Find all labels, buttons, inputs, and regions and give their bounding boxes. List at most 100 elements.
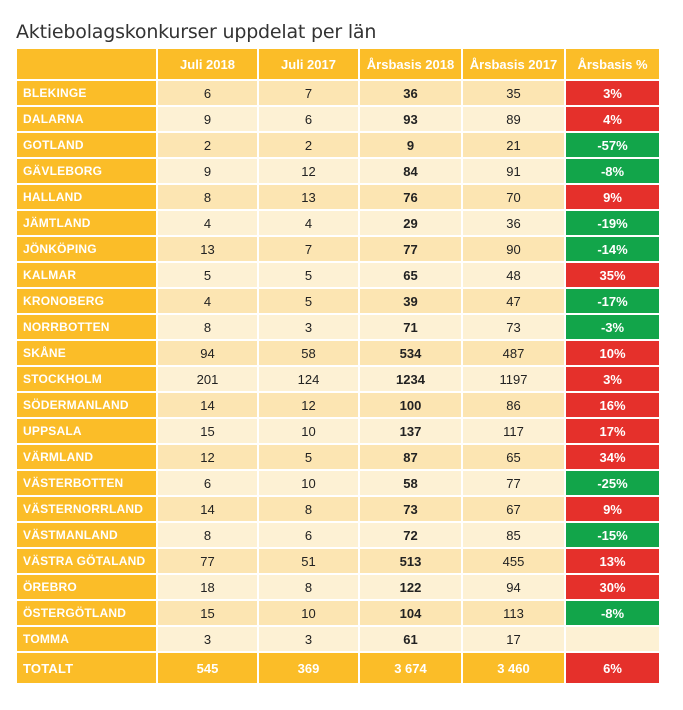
cell-region-name: VÄSTMANLAND — [15, 521, 158, 549]
cell-arsbasis-2017: 67 — [461, 495, 566, 523]
cell-arsbasis-2017: 1197 — [461, 365, 566, 393]
cell-arsbasis-2017: 36 — [461, 209, 566, 237]
table-row: JÖNKÖPING 13 7 77 90 -14% — [15, 235, 661, 263]
cell-arsbasis-2018: 87 — [358, 443, 463, 471]
cell-region-name: GOTLAND — [15, 131, 158, 159]
cell-region-name: DALARNA — [15, 105, 158, 133]
table-row: GOTLAND 2 2 9 21 -57% — [15, 131, 661, 159]
cell-arsbasis-2018: 1234 — [358, 365, 463, 393]
cell-juli-2018: 5 — [156, 261, 259, 289]
cell-juli-2017: 4 — [257, 209, 360, 237]
cell-arsbasis-2017: 117 — [461, 417, 566, 445]
header-cell-juli-2017: Juli 2017 — [257, 47, 360, 81]
cell-arsbasis-2017: 70 — [461, 183, 566, 211]
cell-arsbasis-pct: 16% — [564, 391, 661, 419]
cell-arsbasis-pct: 9% — [564, 183, 661, 211]
table-row: STOCKHOLM 201 124 1234 1197 3% — [15, 365, 661, 393]
cell-arsbasis-2017: 47 — [461, 287, 566, 315]
cell-arsbasis-2018: 73 — [358, 495, 463, 523]
cell-juli-2018: 14 — [156, 391, 259, 419]
cell-juli-2017: 10 — [257, 599, 360, 627]
cell-arsbasis-pct: -17% — [564, 287, 661, 315]
cell-juli-2018: 3 — [156, 625, 259, 653]
cell-arsbasis-pct: -8% — [564, 599, 661, 627]
cell-juli-2017: 8 — [257, 573, 360, 601]
cell-juli-2017: 7 — [257, 235, 360, 263]
table-row: VÄRMLAND 12 5 87 65 34% — [15, 443, 661, 471]
cell-arsbasis-2018: 137 — [358, 417, 463, 445]
cell-region-name: VÄSTERBOTTEN — [15, 469, 158, 497]
cell-region-name: ÖSTERGÖTLAND — [15, 599, 158, 627]
cell-region-name: NORRBOTTEN — [15, 313, 158, 341]
table-row: NORRBOTTEN 8 3 71 73 -3% — [15, 313, 661, 341]
cell-arsbasis-2018: 84 — [358, 157, 463, 185]
cell-juli-2017: 6 — [257, 521, 360, 549]
table-row: KRONOBERG 4 5 39 47 -17% — [15, 287, 661, 315]
cell-juli-2018: 13 — [156, 235, 259, 263]
table-row: DALARNA 9 6 93 89 4% — [15, 105, 661, 133]
cell-arsbasis-2018: 122 — [358, 573, 463, 601]
cell-region-name: JÖNKÖPING — [15, 235, 158, 263]
table-row: ÖSTERGÖTLAND 15 10 104 113 -8% — [15, 599, 661, 627]
cell-juli-2017: 5 — [257, 261, 360, 289]
cell-juli-2018: 8 — [156, 313, 259, 341]
cell-juli-2018: 15 — [156, 599, 259, 627]
cell-juli-2017: 5 — [257, 287, 360, 315]
cell-arsbasis-2017: 113 — [461, 599, 566, 627]
cell-juli-2018: 14 — [156, 495, 259, 523]
cell-arsbasis-2018: 29 — [358, 209, 463, 237]
total-arsbasis-pct: 6% — [564, 651, 661, 685]
cell-region-name: UPPSALA — [15, 417, 158, 445]
total-label: TOTALT — [15, 651, 158, 685]
cell-arsbasis-2018: 104 — [358, 599, 463, 627]
total-juli-2017: 369 — [257, 651, 360, 685]
header-row: Juli 2018 Juli 2017 Årsbasis 2018 Årsbas… — [15, 47, 661, 81]
header-cell-corner — [15, 47, 158, 81]
table-row: VÄSTRA GÖTALAND 77 51 513 455 13% — [15, 547, 661, 575]
cell-region-name: BLEKINGE — [15, 79, 158, 107]
cell-region-name: TOMMA — [15, 625, 158, 653]
cell-region-name: JÄMTLAND — [15, 209, 158, 237]
cell-arsbasis-2018: 72 — [358, 521, 463, 549]
cell-arsbasis-pct: -15% — [564, 521, 661, 549]
cell-juli-2017: 13 — [257, 183, 360, 211]
total-arsbasis-2018: 3 674 — [358, 651, 463, 685]
cell-juli-2017: 2 — [257, 131, 360, 159]
cell-region-name: SÖDERMANLAND — [15, 391, 158, 419]
cell-region-name: ÖREBRO — [15, 573, 158, 601]
cell-arsbasis-2018: 100 — [358, 391, 463, 419]
cell-arsbasis-pct: 3% — [564, 365, 661, 393]
cell-region-name: VÄRMLAND — [15, 443, 158, 471]
cell-arsbasis-2017: 487 — [461, 339, 566, 367]
cell-arsbasis-2018: 534 — [358, 339, 463, 367]
cell-juli-2017: 12 — [257, 157, 360, 185]
cell-arsbasis-pct: 10% — [564, 339, 661, 367]
cell-arsbasis-pct: 4% — [564, 105, 661, 133]
cell-arsbasis-2018: 71 — [358, 313, 463, 341]
cell-arsbasis-2017: 35 — [461, 79, 566, 107]
cell-arsbasis-2017: 94 — [461, 573, 566, 601]
header-cell-arsbasis-pct: Årsbasis % — [564, 47, 661, 81]
table-row: BLEKINGE 6 7 36 35 3% — [15, 79, 661, 107]
header-cell-arsbasis-2017: Årsbasis 2017 — [461, 47, 566, 81]
cell-arsbasis-2017: 48 — [461, 261, 566, 289]
table-row: UPPSALA 15 10 137 117 17% — [15, 417, 661, 445]
table-row: KALMAR 5 5 65 48 35% — [15, 261, 661, 289]
header-cell-juli-2018: Juli 2018 — [156, 47, 259, 81]
cell-arsbasis-2018: 76 — [358, 183, 463, 211]
cell-arsbasis-2018: 39 — [358, 287, 463, 315]
cell-region-name: VÄSTRA GÖTALAND — [15, 547, 158, 575]
cell-region-name: KALMAR — [15, 261, 158, 289]
cell-region-name: KRONOBERG — [15, 287, 158, 315]
cell-arsbasis-pct: 30% — [564, 573, 661, 601]
cell-arsbasis-2018: 513 — [358, 547, 463, 575]
cell-arsbasis-pct: -3% — [564, 313, 661, 341]
cell-arsbasis-pct: -25% — [564, 469, 661, 497]
header-cell-arsbasis-2018: Årsbasis 2018 — [358, 47, 463, 81]
cell-arsbasis-2017: 65 — [461, 443, 566, 471]
cell-arsbasis-pct: 35% — [564, 261, 661, 289]
table-row: JÄMTLAND 4 4 29 36 -19% — [15, 209, 661, 237]
cell-juli-2018: 94 — [156, 339, 259, 367]
cell-juli-2018: 201 — [156, 365, 259, 393]
table-row: VÄSTERBOTTEN 6 10 58 77 -25% — [15, 469, 661, 497]
